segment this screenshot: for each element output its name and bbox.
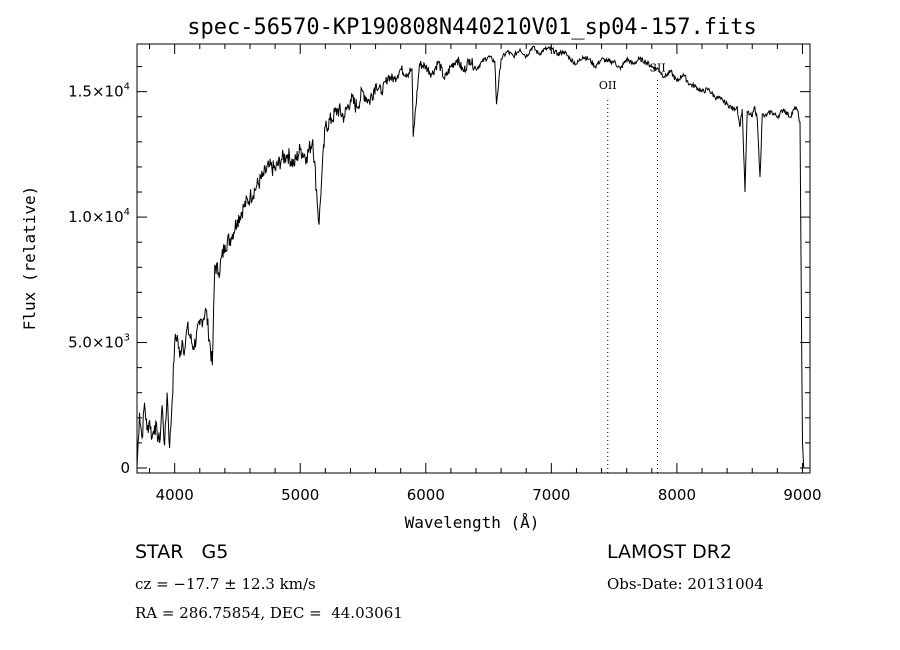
y-tick-label: 1.5×104 <box>68 82 130 101</box>
x-tick-label: 5000 <box>281 486 319 504</box>
x-axis-label: Wavelength (Å) <box>405 513 540 532</box>
coordinates-label: RA = 286.75854, DEC = 44.03061 <box>135 604 403 622</box>
survey-label: LAMOST DR2 <box>607 541 732 563</box>
classification-label: STAR G5 <box>135 541 229 563</box>
obs-date-label: Obs-Date: 20131004 <box>607 575 764 593</box>
x-tick-label: 8000 <box>658 486 696 504</box>
chart-title: spec-56570-KP190808N440210V01_sp04-157.f… <box>187 15 757 40</box>
series-layer <box>136 45 805 469</box>
y-tick-labels: 0 5.0×103 1.0×104 1.5×104 <box>68 82 130 477</box>
x-tick-label: 7000 <box>532 486 570 504</box>
redshift-label: cz = −17.7 ± 12.3 km/s <box>135 575 316 593</box>
x-tick-labels: 4000 5000 6000 7000 8000 9000 <box>156 486 822 504</box>
x-tick-label: 9000 <box>783 486 821 504</box>
y-tick-label: 1.0×104 <box>68 207 130 226</box>
tick-marks <box>137 44 810 473</box>
y-tick-label: 0 <box>120 459 130 477</box>
x-tick-label: 6000 <box>407 486 445 504</box>
y-tick-label: 5.0×103 <box>68 333 130 352</box>
spectrum-line <box>136 45 805 469</box>
line-marker-label: OII <box>599 79 617 92</box>
y-axis-label: Flux (relative) <box>20 186 39 331</box>
x-tick-label: 4000 <box>156 486 194 504</box>
plot-frame <box>136 43 811 474</box>
